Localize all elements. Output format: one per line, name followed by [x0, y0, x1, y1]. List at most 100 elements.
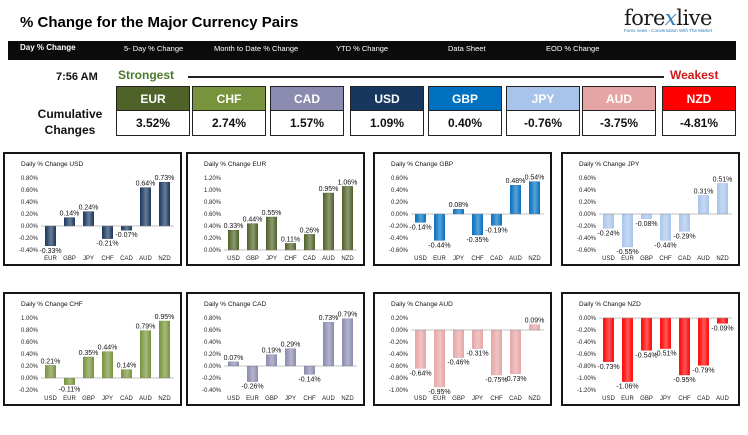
data-label: -0.79%	[692, 367, 714, 374]
forexlive-logo[interactable]: forexlive Forex news - Conversation With…	[624, 6, 712, 33]
data-label: 0.14%	[117, 363, 137, 370]
bar-aud	[323, 192, 334, 251]
data-label: -0.33%	[39, 248, 61, 255]
chart-title: Daily % Change CAD	[204, 301, 267, 308]
chart-panel-nzd: Daily % Change NZD 0.00% -0.20% -0.40% -0.60…	[561, 292, 740, 406]
x-tick-label: GBP	[640, 396, 653, 402]
data-label: 0.19%	[262, 348, 282, 355]
y-tick-label: -0.60%	[389, 248, 409, 254]
data-label: 0.26%	[300, 227, 320, 234]
currency-label: NZD	[663, 87, 735, 111]
y-tick-label: -0.40%	[389, 236, 409, 242]
y-tick-label: 0.20%	[204, 236, 222, 242]
y-tick-label: 0.00%	[21, 224, 39, 230]
y-tick-label: 0.20%	[391, 200, 409, 206]
data-label: 0.73%	[319, 315, 339, 322]
y-tick-label: 1.20%	[204, 176, 222, 182]
bar-usd	[603, 213, 614, 229]
chart-title: Daily % Change NZD	[579, 301, 641, 308]
y-tick-label: 0.60%	[391, 176, 409, 182]
bar-nzd	[717, 183, 728, 215]
data-label: -0.73%	[597, 364, 619, 371]
data-label: -0.21%	[96, 241, 118, 248]
y-tick-label: 0.60%	[579, 176, 597, 182]
bar-eur	[622, 317, 633, 382]
bar-aud	[698, 195, 709, 215]
nav-bar: Day % Change 5- Day % Change Month to Da…	[8, 41, 736, 60]
timestamp: 7:56 AM	[56, 71, 98, 83]
data-label: -0.44%	[428, 242, 450, 249]
x-tick-label: EUR	[433, 396, 446, 402]
y-tick-label: 0.20%	[204, 352, 222, 358]
bar-eur	[434, 329, 445, 388]
x-tick-label: CAD	[303, 256, 316, 262]
data-label: 0.79%	[136, 324, 156, 331]
y-tick-label: 0.20%	[21, 212, 39, 218]
bar-nzd	[342, 318, 353, 367]
tab-eod-change[interactable]: EOD % Change	[546, 44, 600, 53]
x-tick-label: CHF	[284, 256, 297, 262]
y-tick-label: -0.40%	[389, 352, 409, 358]
cumulative-value: 1.09%	[369, 116, 405, 130]
bar-chart: 0.60% 0.40% 0.20% 0.00% -0.20% -0.40% -0.60% -0…	[577, 176, 732, 262]
data-label: -0.46%	[447, 360, 469, 367]
x-tick-label: USD	[44, 396, 57, 402]
bar-aud	[140, 330, 151, 379]
data-label: -0.35%	[466, 237, 488, 244]
bar-gbp	[247, 223, 258, 251]
y-tick-label: 0.00%	[579, 316, 597, 322]
data-label: 0.33%	[224, 223, 244, 230]
data-label: 0.31%	[694, 188, 714, 195]
y-tick-label: 0.40%	[579, 188, 597, 194]
data-label: -0.51%	[654, 351, 676, 358]
bar-aud	[717, 317, 728, 324]
bar-gbp	[64, 217, 75, 227]
x-tick-label: AUD	[139, 256, 152, 262]
bar-chart: 0.80%0.60%0.40%0.20%0.00%-0.20%-0.40% -0.…	[19, 175, 175, 262]
strength-range-line	[188, 76, 664, 78]
data-label: -0.09%	[711, 325, 733, 332]
y-tick-label: -0.40%	[577, 236, 597, 242]
x-tick-label: CAD	[678, 256, 691, 262]
cumulative-box-usd: USD 1.09%	[350, 86, 424, 136]
bar-chart: 1.00% 0.80% 0.60% 0.40% 0.20% 0.00% -0.20% 0.21…	[19, 314, 174, 402]
bar-chart: 1.20% 1.00% 0.80% 0.60% 0.40% 0.20% 0.00% 0.33%…	[204, 176, 357, 262]
data-label: 0.07%	[224, 355, 244, 362]
bar-chart: 0.00% -0.20% -0.40% -0.60% -0.80% -1.00% -1.20…	[577, 316, 734, 402]
currency-label: USD	[351, 87, 423, 111]
bar-gbp	[641, 317, 652, 351]
y-tick-label: -0.20%	[389, 224, 409, 230]
currency-label: GBP	[429, 87, 501, 111]
cumulative-box-nzd: NZD -4.81%	[662, 86, 736, 136]
data-label: -0.07%	[115, 232, 137, 239]
x-tick-label: GBP	[246, 256, 259, 262]
cumulative-value: 3.52%	[135, 116, 171, 130]
bar-cad	[698, 317, 709, 366]
data-label: -0.14%	[298, 376, 320, 383]
y-tick-label: -0.40%	[202, 388, 222, 394]
tab-day-change[interactable]: Day % Change	[20, 43, 76, 52]
data-label: 0.73%	[155, 175, 175, 182]
tab-ytd-change[interactable]: YTD % Change	[336, 44, 389, 53]
cumulative-box-eur: EUR 3.52%	[116, 86, 190, 136]
x-tick-label: EUR	[433, 256, 446, 262]
x-tick-label: USD	[227, 396, 240, 402]
tab-data-sheet[interactable]: Data Sheet	[448, 44, 486, 53]
y-tick-label: -0.20%	[577, 224, 597, 230]
data-label: 0.14%	[60, 211, 80, 218]
data-label: -0.14%	[409, 224, 431, 231]
data-label: -0.19%	[485, 227, 507, 234]
data-label: -0.44%	[654, 242, 676, 249]
x-tick-label: CAD	[509, 396, 522, 402]
y-tick-label: 0.80%	[21, 176, 39, 182]
currency-label: CHF	[193, 87, 265, 111]
tab-5day-change[interactable]: 5- Day % Change	[124, 44, 184, 53]
y-tick-label: 0.80%	[204, 316, 222, 322]
y-tick-label: -0.60%	[577, 352, 597, 358]
x-tick-label: EUR	[621, 256, 634, 262]
bar-chf	[660, 213, 671, 241]
cumulative-value: 1.57%	[289, 116, 325, 130]
data-label: 0.24%	[79, 205, 99, 212]
tab-month-to-date[interactable]: Month to Date % Change	[214, 44, 299, 53]
bar-usd	[415, 213, 426, 223]
